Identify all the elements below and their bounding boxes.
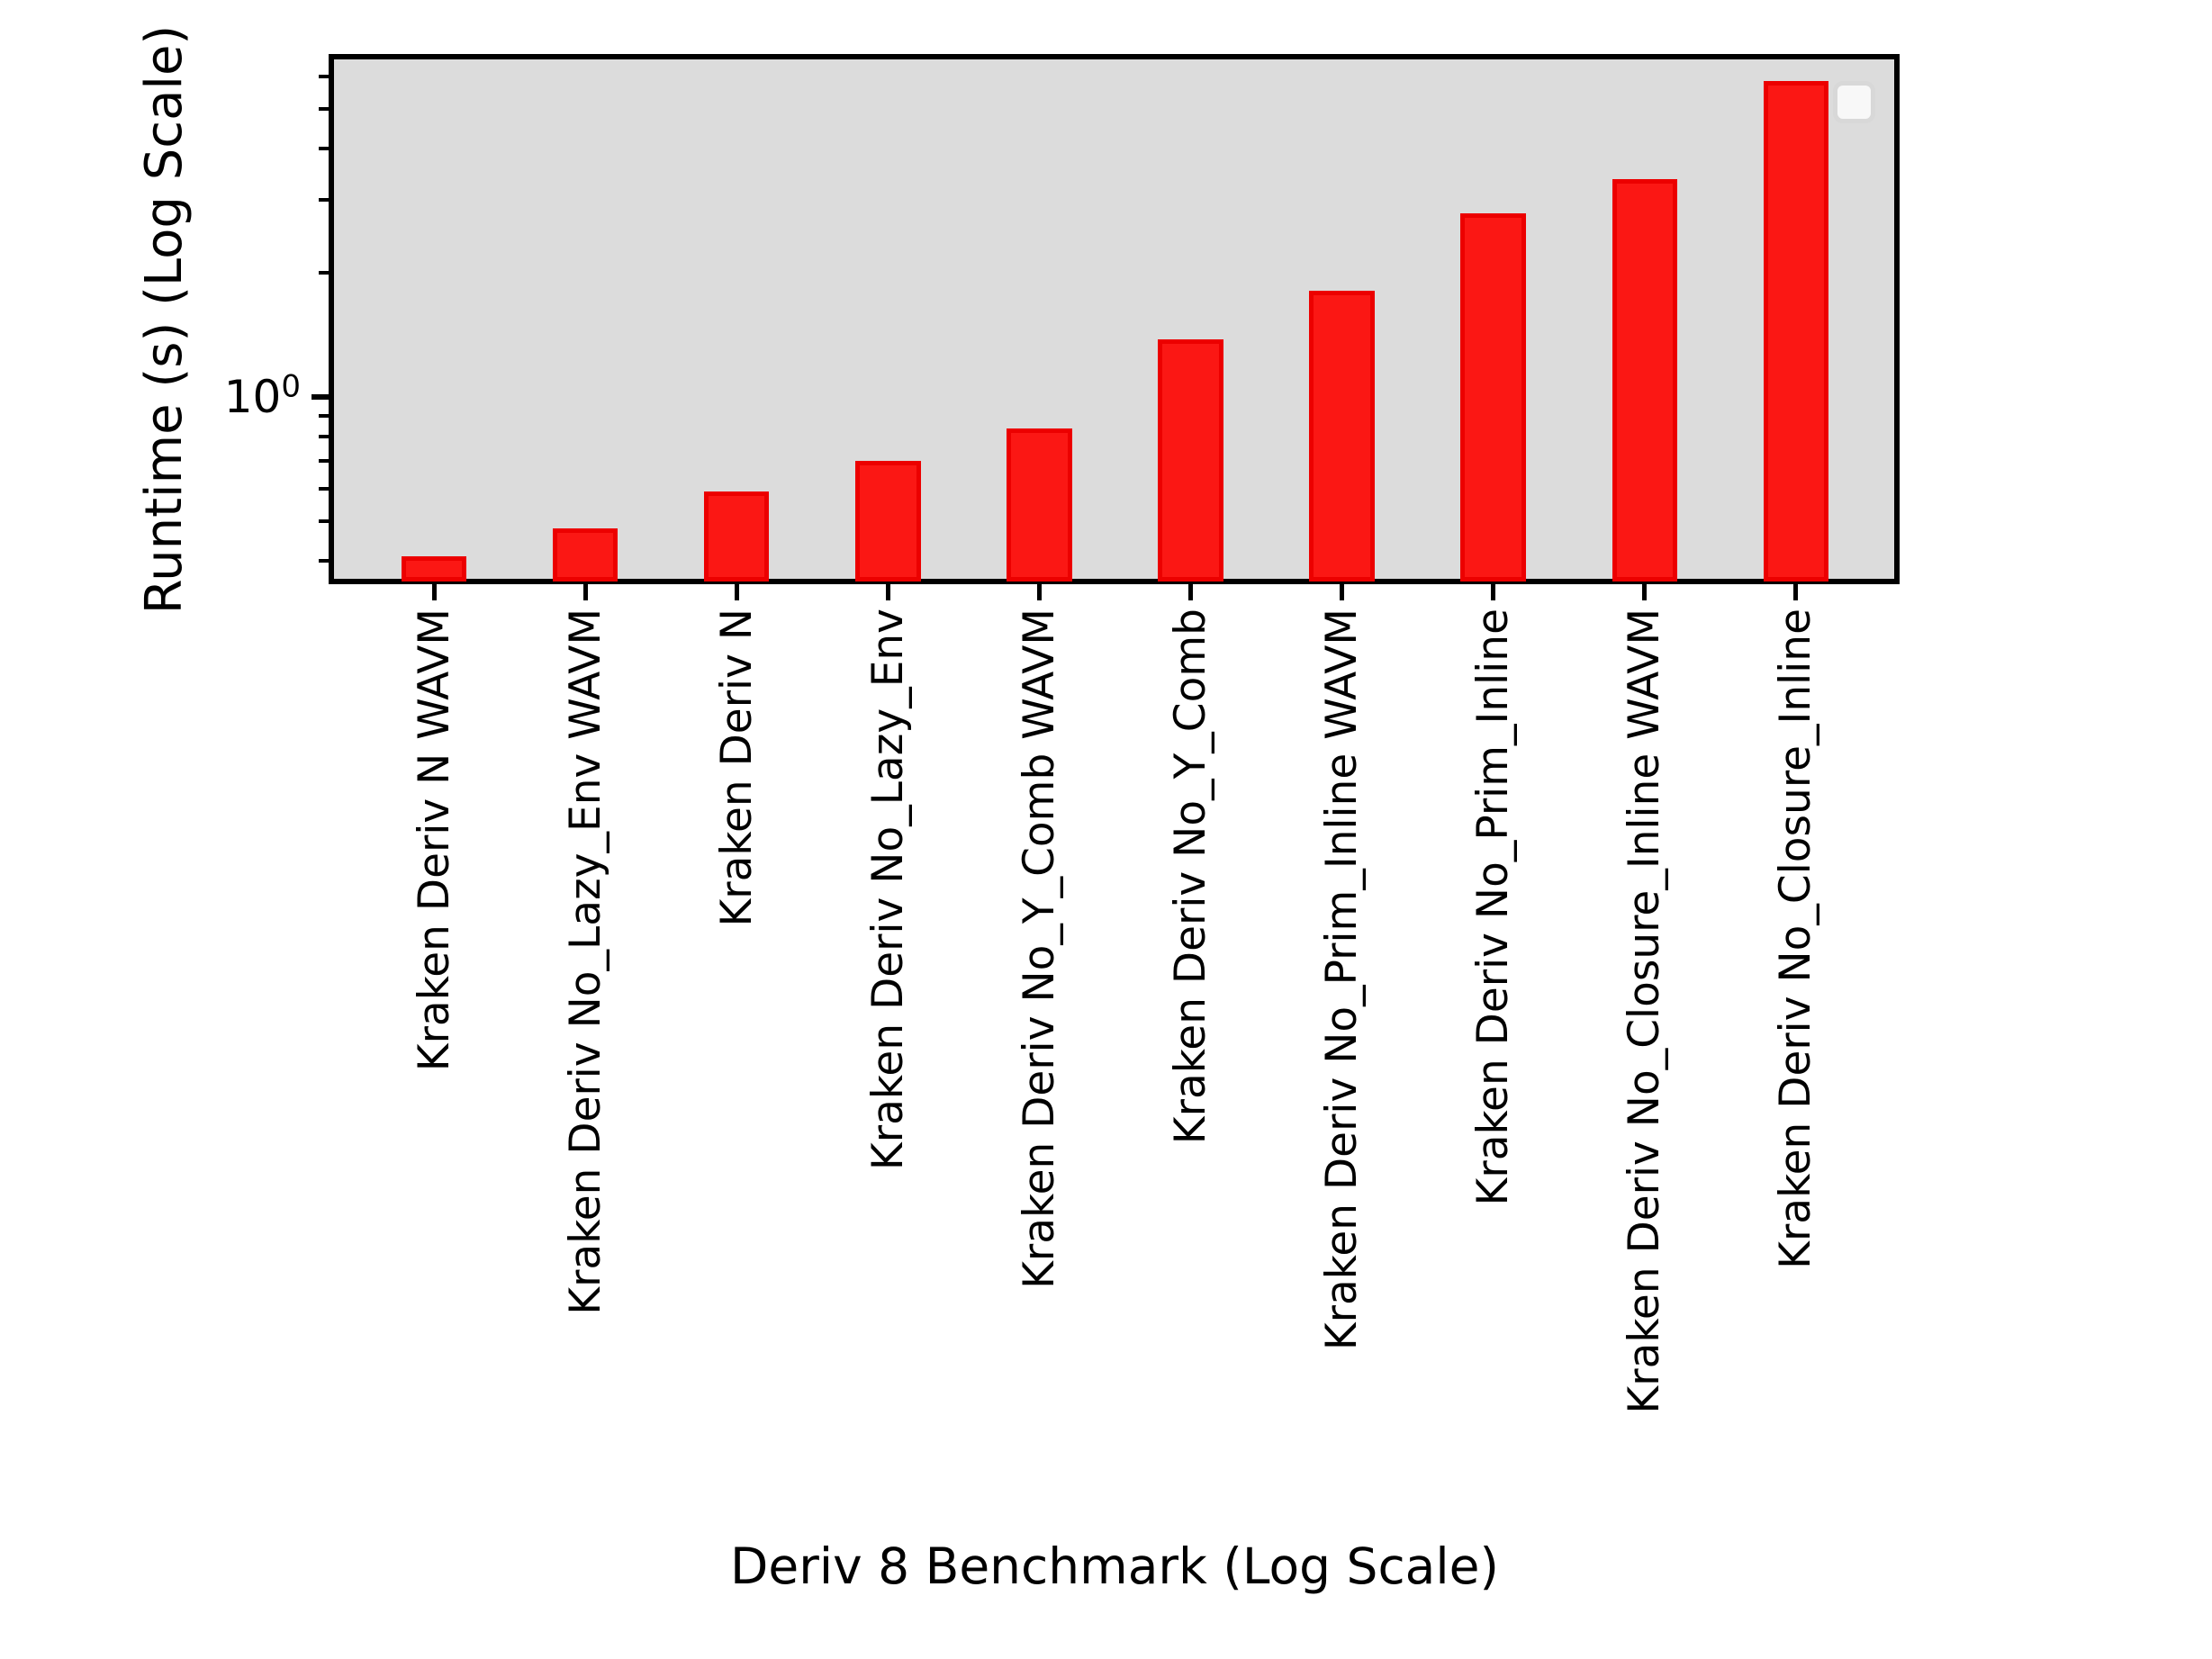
x-tick-label: Kraken Deriv No_Closure_Inline: [1771, 609, 1821, 1269]
y-minor-tick: [319, 458, 329, 463]
bar: [1612, 179, 1678, 582]
y-minor-tick: [319, 559, 329, 564]
y-minor-tick: [319, 435, 329, 439]
y-minor-tick: [319, 271, 329, 275]
y-minor-tick: [319, 518, 329, 523]
x-axis-label: Deriv 8 Benchmark (Log Scale): [730, 1537, 1499, 1595]
y-tick-exponent: 0: [281, 368, 301, 405]
x-tick-label: Kraken Deriv No_Prim_Inline WAVM: [1317, 609, 1368, 1351]
bar: [1763, 80, 1829, 582]
y-minor-tick: [319, 147, 329, 151]
x-tick-label: Kraken Deriv No_Closure_Inline WAVM: [1620, 609, 1670, 1414]
x-tick: [431, 584, 437, 600]
bar: [855, 460, 921, 582]
x-tick-label: Kraken Deriv No_Lazy_Env: [862, 609, 913, 1171]
y-minor-tick: [319, 74, 329, 78]
bar: [1309, 290, 1375, 582]
x-tick: [1036, 584, 1042, 600]
bar: [1007, 428, 1072, 582]
x-tick: [1642, 584, 1648, 600]
bar: [552, 527, 618, 582]
x-tick-label: Kraken Deriv N: [711, 609, 762, 927]
x-tick-label: Kraken Deriv No_Y_Comb WAVM: [1014, 609, 1064, 1289]
y-axis-label: Runtime (s) (Log Scale): [135, 24, 194, 615]
y-minor-tick: [319, 106, 329, 111]
x-tick: [1491, 584, 1496, 600]
x-tick-label: Kraken Deriv No_Y_Comb: [1166, 609, 1215, 1145]
y-minor-tick: [319, 413, 329, 418]
y-major-tick: [311, 394, 329, 400]
legend-box: [1833, 81, 1875, 123]
y-minor-tick: [319, 198, 329, 203]
x-tick: [1188, 584, 1193, 600]
y-minor-tick: [319, 486, 329, 491]
bar: [1460, 212, 1526, 582]
y-tick-base: 10: [223, 371, 282, 423]
bar: [401, 556, 467, 582]
x-tick: [885, 584, 890, 600]
x-tick: [1340, 584, 1345, 600]
bar: [703, 491, 770, 582]
x-tick: [734, 584, 739, 600]
x-tick-label: Kraken Deriv No_Lazy_Env WAVM: [560, 609, 610, 1315]
bar: [1158, 338, 1223, 582]
x-tick: [1793, 584, 1799, 600]
x-tick-label: Kraken Deriv No_Prim_Inline: [1468, 609, 1519, 1206]
y-tick-label: 100: [94, 371, 301, 423]
x-tick: [582, 584, 588, 600]
x-tick-label: Kraken Deriv N WAVM: [409, 609, 459, 1072]
